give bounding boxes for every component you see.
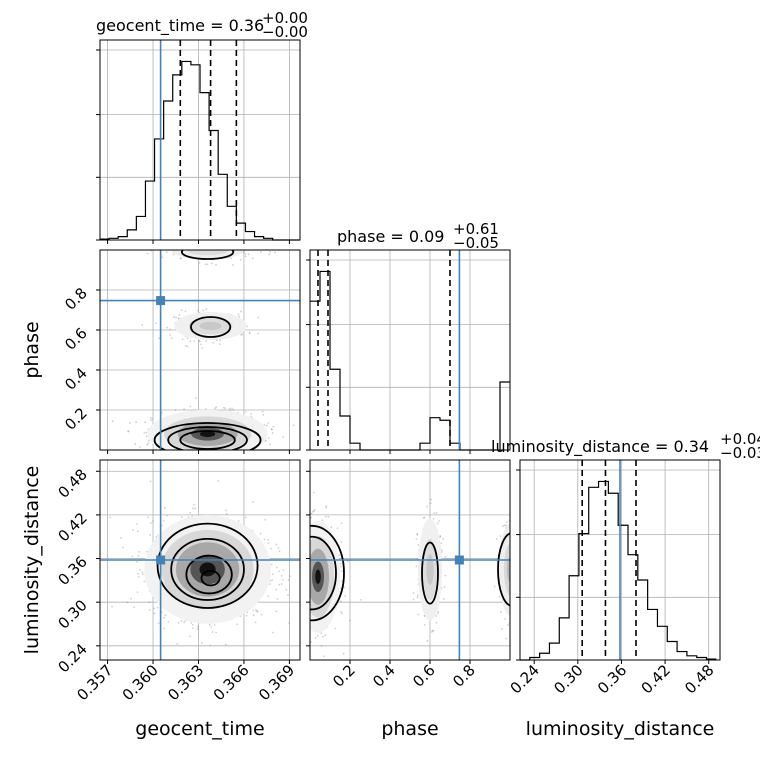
geocent-time-xtick-label-3: 0.366 xyxy=(210,661,253,704)
phase-xtick-label-3: 0.8 xyxy=(449,661,479,691)
geocent_time-hist-line xyxy=(100,60,300,241)
ld-vs-phase-truth-marker xyxy=(454,555,464,565)
histogram-luminosity-distance xyxy=(516,459,721,664)
title-phase: phase = 0.09 xyxy=(337,227,444,246)
geocent-time-xtick-label-1: 0.360 xyxy=(119,661,162,704)
phase-vs-time-contour-3 xyxy=(190,316,232,338)
ld-vs-phase-contour-3 xyxy=(497,532,510,607)
title-ld-minus: −0.03 xyxy=(720,444,760,462)
ld-vs-phase-density-0-4 xyxy=(315,569,321,584)
ld-vs-time-contour-2 xyxy=(185,554,233,595)
luminosity-distance-xtick-label-3: 0.42 xyxy=(638,661,674,697)
ld-vs-phase-density-2-2 xyxy=(507,556,510,583)
title-phase-plus: +0.61 xyxy=(453,220,499,238)
title-luminosity-distance: luminosity_distance = 0.34 xyxy=(491,437,709,457)
title-ld-plus: +0.04 xyxy=(720,430,760,448)
phase-vs-time-density-2-1 xyxy=(187,250,229,256)
geocent-time-xtick-label-2: 0.363 xyxy=(164,661,207,704)
title-geocent-time: geocent_time = 0.36 xyxy=(96,16,264,36)
phase-ytick-label-0: 0.2 xyxy=(61,404,91,434)
phase-vs-time-contour-4 xyxy=(180,250,235,260)
luminosity-distance-xtick-label-2: 0.36 xyxy=(594,661,630,697)
luminosity-distance-xtick-label-0: 0.24 xyxy=(507,661,543,697)
luminosity-distance-xtick-label-4: 0.48 xyxy=(681,661,717,697)
phase-hist-line xyxy=(310,270,510,451)
title-geocent-time-errors: +0.00 −0.00 xyxy=(262,9,308,41)
xlabel-geocent-time: geocent_time xyxy=(135,718,264,740)
ld-vs-phase-contour-0 xyxy=(310,524,345,622)
ld-vs-phase-frame xyxy=(309,459,511,661)
phase-vs-time-density-0-4 xyxy=(199,430,216,438)
ld-vs-time-content xyxy=(100,460,300,660)
ld-ytick-label-1: 0.30 xyxy=(54,596,90,632)
phase-ytick-label-2: 0.6 xyxy=(61,324,91,354)
title-phase-errors: +0.61 −0.05 xyxy=(453,220,499,252)
phase-vs-time-content xyxy=(100,250,300,450)
ld-ytick-label-0: 0.24 xyxy=(54,640,90,676)
title-geocent-time-plus: +0.00 xyxy=(262,9,308,27)
ld-ytick-label-3: 0.42 xyxy=(54,509,90,545)
title-luminosity-distance-errors: +0.04 −0.03 xyxy=(720,430,760,462)
ld-vs-time-contour-1 xyxy=(170,538,245,601)
phase-frame xyxy=(309,249,511,451)
density-phase-vs-geocent-time xyxy=(96,249,301,454)
phase-vs-time-contour-0 xyxy=(153,422,262,450)
phase-ytick-label-1: 0.4 xyxy=(61,364,91,394)
ld-vs-time-contour-3 xyxy=(200,570,221,587)
ylabel-luminosity-distance: luminosity_distance xyxy=(21,466,43,655)
luminosity_distance-hist-line xyxy=(520,480,717,661)
histogram-phase xyxy=(306,249,511,454)
phase-vs-time-frame xyxy=(99,249,301,451)
ylabel-phase: phase xyxy=(21,321,43,378)
density-luminosity-distance-vs-geocent-time xyxy=(96,459,301,664)
luminosity-distance-xtick-label-1: 0.30 xyxy=(550,661,586,697)
ld-ytick-label-4: 0.48 xyxy=(54,465,90,501)
ld-vs-phase-density-1-2 xyxy=(426,554,434,585)
geocent_time-frame xyxy=(99,39,301,241)
ld-vs-phase-content xyxy=(310,460,510,660)
phase-xtick-label-2: 0.6 xyxy=(409,661,439,691)
histogram-geocent-time xyxy=(96,39,301,244)
ld-vs-time-truth-marker xyxy=(156,555,166,565)
phase-xtick-label-0: 0.2 xyxy=(329,661,359,691)
ld-vs-time-contour-0 xyxy=(156,522,259,609)
title-geocent-time-minus: −0.00 xyxy=(262,23,308,41)
geocent-time-xtick-label-0: 0.357 xyxy=(73,661,116,704)
density-luminosity-distance-vs-phase xyxy=(306,459,511,664)
phase-xtick-label-1: 0.4 xyxy=(369,661,399,691)
xlabel-phase: phase xyxy=(381,718,438,740)
luminosity_distance-frame xyxy=(519,459,721,661)
ld-vs-time-frame xyxy=(99,459,301,661)
phase-ytick-label-3: 0.8 xyxy=(61,284,91,314)
ld-vs-phase-contour-2 xyxy=(421,541,439,605)
phase-vs-time-contour-2 xyxy=(179,430,236,450)
xlabel-luminosity-distance: luminosity_distance xyxy=(526,718,715,740)
geocent-time-xtick-label-4: 0.369 xyxy=(255,661,298,704)
phase-vs-time-contour-1 xyxy=(167,426,248,450)
x-tick-labels: 0.357 0.360 0.363 0.366 0.369 0.2 0.4 0.6 0.8 0.2… xyxy=(73,661,717,704)
y-tick-labels: 0.2 0.4 0.6 0.8 0.24 0.30 0.36 0.42 0.48 xyxy=(54,284,90,676)
ld-vs-phase-contour-1 xyxy=(310,535,337,611)
ld-ytick-label-2: 0.36 xyxy=(54,553,90,589)
phase-vs-time-density-1-2 xyxy=(199,321,222,331)
phase-vs-time-truth-marker xyxy=(156,296,166,306)
title-phase-minus: −0.05 xyxy=(453,234,499,252)
